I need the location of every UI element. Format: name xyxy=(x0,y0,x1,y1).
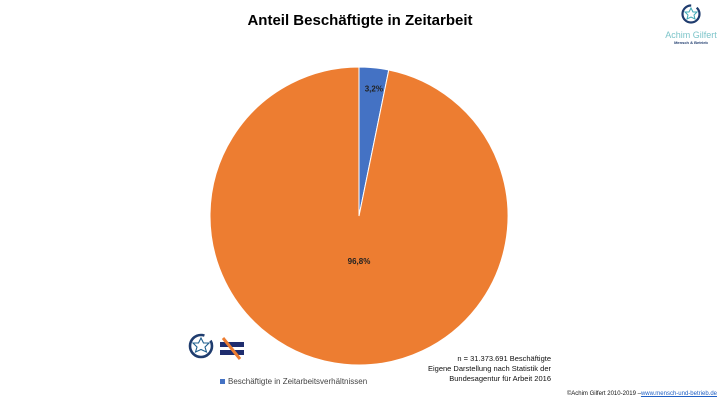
data-label: 96,8% xyxy=(348,257,371,266)
not-equal-icon xyxy=(220,337,244,360)
sample-size: n = 31.373.691 Beschäftigte xyxy=(457,354,551,363)
legend-label: Beschäftigte in Zeitarbeitsverhältnissen xyxy=(228,377,368,386)
pie-slice xyxy=(209,66,509,366)
copyright: ©Achim Gilfert 2010-2019 – xyxy=(566,391,641,397)
logo-name: Achim Gilfert xyxy=(665,30,717,40)
data-label: 3,2% xyxy=(365,85,383,94)
logo-icon xyxy=(681,4,701,24)
source-note: n = 31.373.691 Beschäftigte Eigene Darst… xyxy=(428,354,551,384)
footer: ©Achim Gilfert 2010-2019 –www.mensch-und… xyxy=(567,391,717,397)
chart-title: Anteil Beschäftigte in Zeitarbeit xyxy=(247,12,473,29)
legend: Beschäftigte in Zeitarbeitsverhältnissen xyxy=(220,377,367,386)
website-link[interactable]: www.mensch-und-betrieb.de xyxy=(640,391,717,397)
brand-logo: Achim Gilfert Mensch & Betrieb xyxy=(662,3,720,45)
logo-circle-icon xyxy=(188,333,214,359)
source-line: Bundesagentur für Arbeit 2016 xyxy=(449,374,551,383)
decorative-icons xyxy=(187,332,247,367)
source-line: Eigene Darstellung nach Statistik der xyxy=(428,364,551,373)
legend-swatch xyxy=(220,379,225,384)
logo-tagline: Mensch & Betrieb xyxy=(674,40,708,45)
